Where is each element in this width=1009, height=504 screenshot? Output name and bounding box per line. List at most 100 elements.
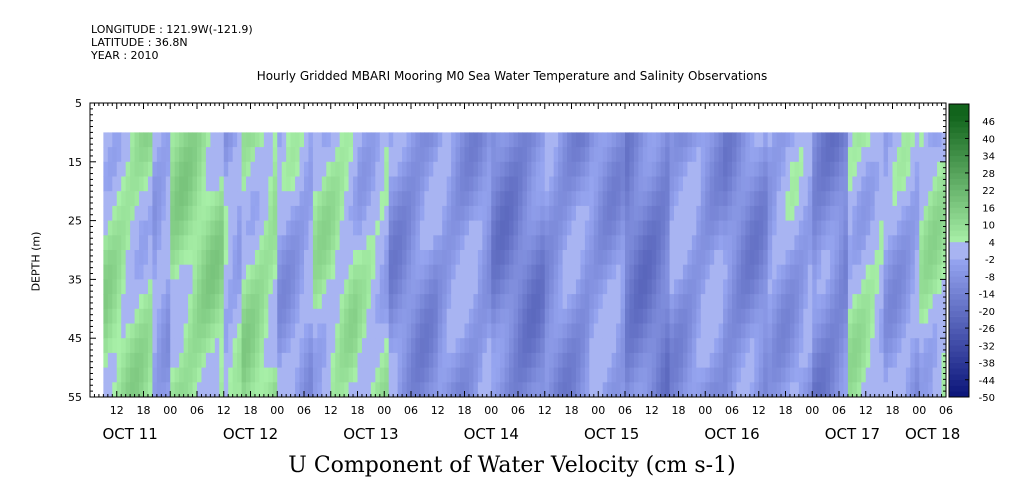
heatmap-cell (696, 294, 702, 310)
heatmap-cell (290, 176, 296, 192)
heatmap-cell (531, 132, 537, 148)
heatmap-cell (767, 250, 773, 266)
heatmap-cell (727, 205, 733, 221)
heatmap-cell (856, 352, 862, 368)
heatmap-cell (593, 338, 599, 354)
heatmap-cell (843, 382, 849, 398)
heatmap-cell (660, 161, 666, 177)
heatmap-cell (504, 191, 510, 207)
heatmap-cell (718, 220, 724, 236)
heatmap-cell (205, 205, 211, 221)
heatmap-cell (361, 235, 367, 251)
heatmap-cell (317, 250, 323, 266)
heatmap-cell (134, 220, 140, 236)
heatmap-cell (794, 191, 800, 207)
heatmap-cell (616, 264, 621, 280)
heatmap-cell (344, 205, 349, 221)
heatmap-cell (299, 161, 305, 177)
heatmap-cell (611, 161, 617, 177)
heatmap-cell (281, 176, 287, 192)
heatmap-cell (584, 205, 590, 221)
heatmap-cell (700, 367, 706, 383)
heatmap-cell (776, 250, 782, 266)
heatmap-cell (736, 352, 742, 368)
heatmap-cell (651, 264, 657, 280)
heatmap-cell (749, 323, 755, 339)
heatmap-cell (928, 367, 934, 383)
heatmap-cell (518, 235, 523, 251)
heatmap-cell (402, 338, 407, 354)
heatmap-cell (896, 279, 902, 295)
heatmap-cell (272, 382, 278, 398)
heatmap-cell (415, 132, 421, 148)
heatmap-cell (879, 176, 884, 192)
heatmap-cell (312, 264, 318, 280)
heatmap-cell (598, 382, 604, 398)
heatmap-cell (406, 338, 412, 354)
heatmap-cell (241, 235, 247, 251)
heatmap-cell (451, 294, 456, 310)
heatmap-cell (121, 220, 127, 236)
heatmap-cell (393, 235, 399, 251)
heatmap-cell (553, 264, 559, 280)
heatmap-cell (112, 191, 118, 207)
heatmap-cell (509, 205, 514, 221)
heatmap-cell (308, 264, 314, 280)
heatmap-cell (691, 382, 697, 398)
heatmap-cell (687, 220, 693, 236)
heatmap-cell (932, 279, 938, 295)
heatmap-cell (531, 205, 537, 221)
heatmap-cell (424, 132, 430, 148)
heatmap-cell (183, 294, 189, 310)
heatmap-cell (509, 308, 514, 324)
heatmap-cell (411, 235, 416, 251)
heatmap-cell (500, 367, 506, 383)
heatmap-cell (874, 250, 880, 266)
heatmap-cell (250, 250, 256, 266)
heatmap-cell (598, 220, 604, 236)
heatmap-cell (812, 176, 818, 192)
heatmap-cell (188, 132, 193, 148)
colorbar-swatch (949, 356, 969, 363)
heatmap-cell (192, 191, 198, 207)
heatmap-cell (406, 323, 412, 339)
heatmap-cell (183, 352, 189, 368)
heatmap-cell (321, 279, 327, 295)
heatmap-cell (415, 308, 421, 324)
heatmap-cell (781, 132, 786, 148)
heatmap-cell (861, 352, 867, 368)
heatmap-cell (865, 308, 871, 324)
heatmap-cell (335, 279, 341, 295)
heatmap-cell (272, 294, 278, 310)
heatmap-cell (321, 235, 327, 251)
heatmap-cell (388, 323, 394, 339)
heatmap-cell (428, 264, 434, 280)
heatmap-cell (290, 264, 296, 280)
heatmap-cell (428, 147, 434, 163)
heatmap-cell (170, 205, 176, 221)
heatmap-cell (308, 191, 314, 207)
heatmap-cell (776, 367, 782, 383)
heatmap-cell (370, 294, 376, 310)
heatmap-cell (232, 191, 238, 207)
heatmap-cell (830, 367, 835, 383)
heatmap-cell (629, 308, 635, 324)
heatmap-cell (678, 250, 684, 266)
heatmap-cell (526, 264, 532, 280)
heatmap-cell (919, 382, 925, 398)
heatmap-cell (861, 308, 867, 324)
heatmap-cell (513, 367, 519, 383)
heatmap-cell (669, 250, 675, 266)
heatmap-cell (535, 235, 541, 251)
heatmap-cell (241, 338, 247, 354)
heatmap-cell (865, 367, 871, 383)
heatmap-cell (495, 382, 501, 398)
heatmap-cell (584, 161, 590, 177)
heatmap-cell (758, 250, 764, 266)
heatmap-cell (558, 279, 563, 295)
heatmap-cell (509, 279, 514, 295)
x-tick-label: 00 (805, 404, 819, 417)
heatmap-cell (170, 279, 176, 295)
heatmap-cell (732, 205, 737, 221)
heatmap-cell (727, 352, 733, 368)
